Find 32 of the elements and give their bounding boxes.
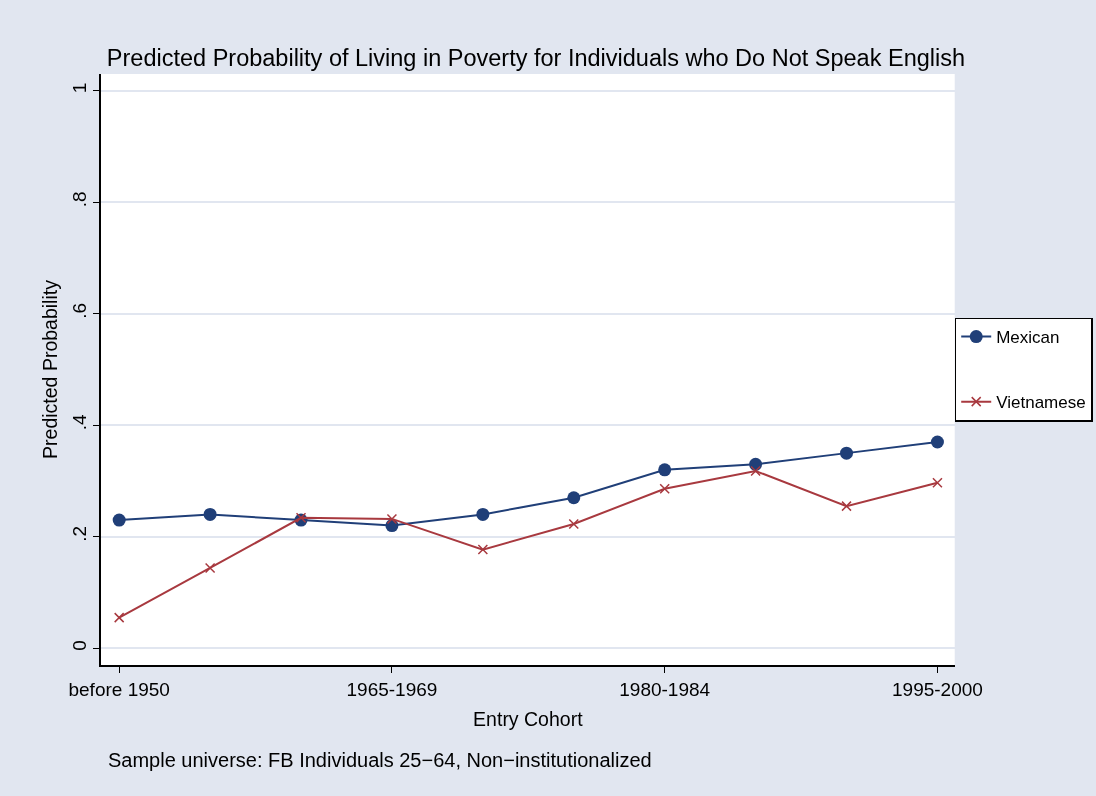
point xyxy=(203,507,217,521)
x-tick-label: 1980-1984 xyxy=(619,678,711,700)
point xyxy=(840,446,854,460)
chart-title: Predicted Probability of Living in Poverty for Individuals who Do Not Speak English xyxy=(106,44,966,71)
y-tick-label: .2 xyxy=(68,525,90,542)
legend-label: Vietnamese xyxy=(996,393,1086,413)
y-axis-title: Predicted Probability xyxy=(38,279,61,459)
point xyxy=(841,500,852,512)
point xyxy=(476,507,490,521)
point xyxy=(112,513,126,527)
y-tick-label: 0 xyxy=(68,640,90,651)
point xyxy=(750,465,761,477)
y-tick-label: .8 xyxy=(68,191,90,208)
x-tick-label: 1995-2000 xyxy=(892,678,983,700)
y-tick-label: .6 xyxy=(68,302,90,319)
point xyxy=(204,562,216,574)
legend-label: Mexican xyxy=(996,328,1060,348)
x-tick-label: 1965-1969 xyxy=(346,678,438,700)
point xyxy=(930,435,944,449)
y-tick-label: 1 xyxy=(68,82,90,94)
x-tick-label: before 1950 xyxy=(68,678,170,700)
y-tick-label: .4 xyxy=(68,414,90,431)
text: Sample universe: FB Individuals 25−64, Non−institutionalized xyxy=(108,749,652,771)
point xyxy=(567,491,581,505)
point xyxy=(568,518,580,530)
point xyxy=(386,513,398,525)
point xyxy=(932,477,943,488)
point xyxy=(658,463,672,477)
point xyxy=(477,544,489,555)
point xyxy=(113,612,125,623)
x-axis-title: Entry Cohort xyxy=(473,708,584,731)
point xyxy=(659,483,670,495)
